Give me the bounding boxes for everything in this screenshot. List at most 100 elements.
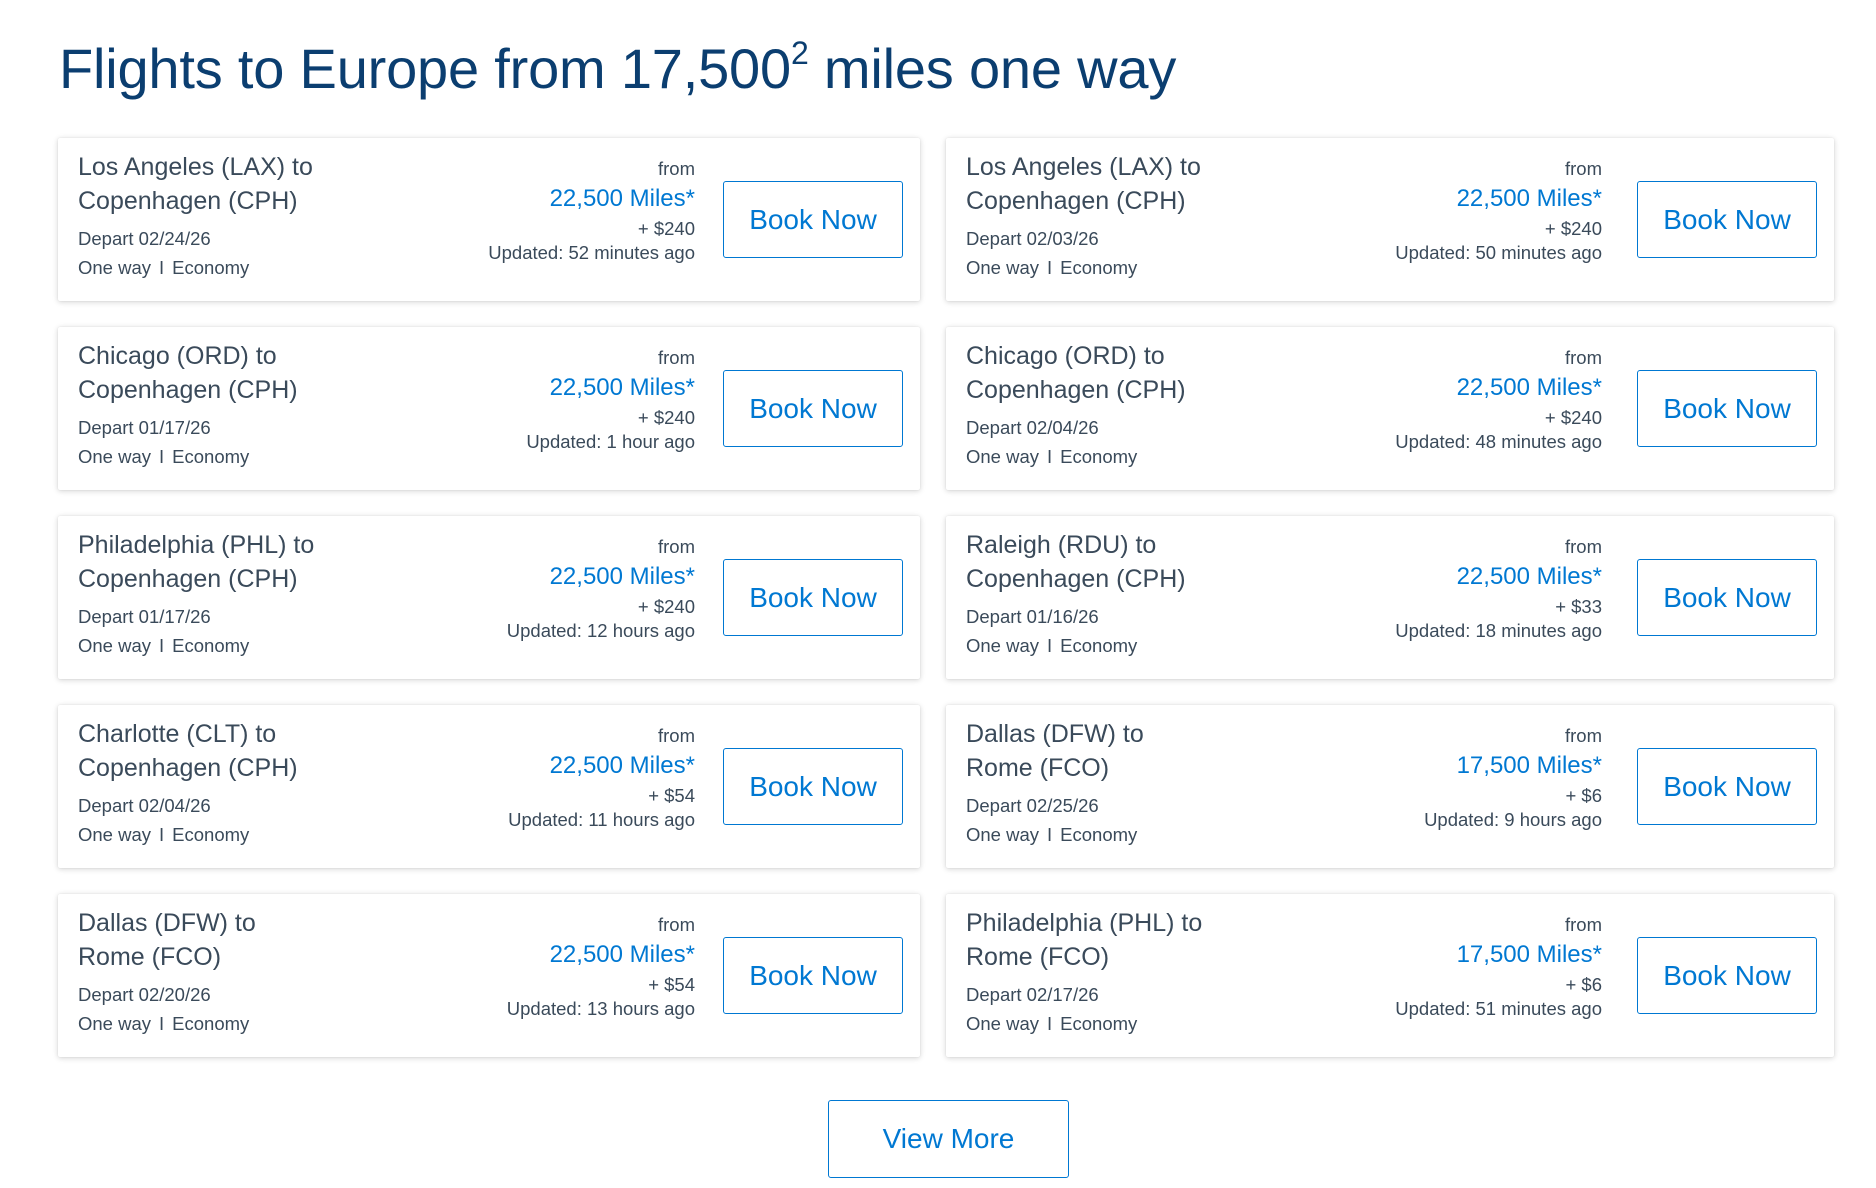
depart-date: Depart 02/04/26 — [78, 795, 211, 816]
depart-date: Depart 02/20/26 — [78, 984, 211, 1005]
depart-date: Depart 01/16/26 — [966, 606, 1099, 627]
trip-type: One way — [78, 635, 152, 656]
from-label: from — [1565, 725, 1602, 746]
updated-time: Updated: 1 hour ago — [526, 431, 695, 452]
cabin-class: Economy — [172, 824, 250, 845]
deal-card: Raleigh (RDU) to Copenhagen (CPH) Depart… — [946, 516, 1834, 679]
trip-type: One way — [78, 1013, 152, 1034]
trip-type: One way — [966, 635, 1040, 656]
depart-date: Depart 01/17/26 — [78, 417, 211, 438]
trip-separator: I — [1047, 824, 1053, 845]
miles-price: 22,500 Miles* — [1456, 185, 1602, 212]
updated-time: Updated: 9 hours ago — [1424, 809, 1602, 830]
updated-time: Updated: 12 hours ago — [506, 620, 695, 641]
route-destination: Copenhagen (CPH) — [966, 565, 1186, 593]
trip-details: One way I Economy — [966, 633, 1137, 659]
route-origin: Dallas (DFW) to — [78, 909, 256, 937]
route: Raleigh (RDU) to Copenhagen (CPH) — [966, 528, 1266, 596]
route-origin: Chicago (ORD) to — [78, 342, 277, 370]
miles-price: 17,500 Miles* — [1456, 752, 1602, 779]
view-more-button[interactable]: View More — [828, 1100, 1069, 1178]
book-now-button[interactable]: Book Now — [1637, 559, 1817, 636]
trip-details: One way I Economy — [78, 822, 249, 848]
miles-price: 22,500 Miles* — [549, 185, 695, 212]
price-block: from 22,500 Miles* + $33 Updated: 18 min… — [1395, 534, 1602, 644]
updated-time: Updated: 13 hours ago — [506, 998, 695, 1019]
price-block: from 22,500 Miles* + $240 Updated: 52 mi… — [488, 156, 695, 266]
book-now-button[interactable]: Book Now — [723, 937, 903, 1014]
trip-details: One way I Economy — [966, 444, 1137, 470]
from-label: from — [1565, 914, 1602, 935]
route: Philadelphia (PHL) to Rome (FCO) — [966, 906, 1266, 974]
updated-time: Updated: 48 minutes ago — [1395, 431, 1602, 452]
from-label: from — [1565, 158, 1602, 179]
route-origin: Los Angeles (LAX) to — [78, 153, 313, 181]
price-block: from 17,500 Miles* + $6 Updated: 9 hours… — [1424, 723, 1602, 833]
trip-type: One way — [966, 1013, 1040, 1034]
trip-separator: I — [159, 446, 165, 467]
route: Dallas (DFW) to Rome (FCO) — [966, 717, 1266, 785]
price-block: from 22,500 Miles* + $240 Updated: 1 hou… — [526, 345, 695, 455]
route: Los Angeles (LAX) to Copenhagen (CPH) — [966, 150, 1266, 218]
from-label: from — [658, 347, 695, 368]
route-origin: Los Angeles (LAX) to — [966, 153, 1201, 181]
book-now-button[interactable]: Book Now — [723, 559, 903, 636]
taxes-fees: + $240 — [1544, 218, 1602, 239]
trip-type: One way — [78, 824, 152, 845]
route-origin: Philadelphia (PHL) to — [78, 531, 315, 559]
trip-separator: I — [1047, 1013, 1053, 1034]
trip-details: One way I Economy — [966, 1011, 1137, 1037]
updated-time: Updated: 18 minutes ago — [1395, 620, 1602, 641]
trip-type: One way — [966, 446, 1040, 467]
price-block: from 22,500 Miles* + $240 Updated: 12 ho… — [507, 534, 695, 644]
route-destination: Copenhagen (CPH) — [78, 187, 298, 215]
route: Philadelphia (PHL) to Copenhagen (CPH) — [78, 528, 378, 596]
trip-separator: I — [1047, 257, 1053, 278]
cabin-class: Economy — [1060, 257, 1138, 278]
cabin-class: Economy — [172, 1013, 250, 1034]
deal-card: Dallas (DFW) to Rome (FCO) Depart 02/20/… — [58, 894, 920, 1057]
deal-card: Chicago (ORD) to Copenhagen (CPH) Depart… — [58, 327, 920, 490]
route: Chicago (ORD) to Copenhagen (CPH) — [78, 339, 378, 407]
trip-details: One way I Economy — [966, 822, 1137, 848]
taxes-fees: + $54 — [648, 974, 695, 995]
trip-details: One way I Economy — [78, 255, 249, 281]
book-now-button[interactable]: Book Now — [1637, 937, 1817, 1014]
route-destination: Copenhagen (CPH) — [78, 754, 298, 782]
price-block: from 22,500 Miles* + $54 Updated: 11 hou… — [508, 723, 695, 833]
book-now-button[interactable]: Book Now — [723, 181, 903, 258]
taxes-fees: + $240 — [637, 596, 695, 617]
cabin-class: Economy — [172, 257, 250, 278]
trip-type: One way — [966, 257, 1040, 278]
title-footnote-marker[interactable]: 2 — [790, 35, 809, 72]
book-now-button[interactable]: Book Now — [723, 370, 903, 447]
price-block: from 17,500 Miles* + $6 Updated: 51 minu… — [1395, 912, 1602, 1022]
trip-type: One way — [966, 824, 1040, 845]
page-title-text: Flights to Europe from 17,500 — [59, 37, 791, 100]
price-block: from 22,500 Miles* + $240 Updated: 48 mi… — [1395, 345, 1602, 455]
deal-card: Charlotte (CLT) to Copenhagen (CPH) Depa… — [58, 705, 920, 868]
trip-separator: I — [159, 635, 165, 656]
book-now-button[interactable]: Book Now — [1637, 370, 1817, 447]
miles-price: 22,500 Miles* — [1456, 563, 1602, 590]
trip-details: One way I Economy — [78, 444, 249, 470]
depart-date: Depart 02/24/26 — [78, 228, 211, 249]
price-block: from 22,500 Miles* + $240 Updated: 50 mi… — [1395, 156, 1602, 266]
from-label: from — [1565, 347, 1602, 368]
updated-time: Updated: 11 hours ago — [508, 809, 695, 830]
deals-grid: Los Angeles (LAX) to Copenhagen (CPH) De… — [58, 138, 1834, 1057]
book-now-button[interactable]: Book Now — [723, 748, 903, 825]
taxes-fees: + $33 — [1555, 596, 1602, 617]
book-now-button[interactable]: Book Now — [1637, 181, 1817, 258]
route: Charlotte (CLT) to Copenhagen (CPH) — [78, 717, 378, 785]
miles-price: 17,500 Miles* — [1456, 941, 1602, 968]
trip-separator: I — [1047, 635, 1053, 656]
route-destination: Copenhagen (CPH) — [966, 187, 1186, 215]
from-label: from — [1565, 536, 1602, 557]
taxes-fees: + $240 — [637, 218, 695, 239]
book-now-button[interactable]: Book Now — [1637, 748, 1817, 825]
taxes-fees: + $240 — [1544, 407, 1602, 428]
route-origin: Philadelphia (PHL) to — [966, 909, 1203, 937]
page-title: Flights to Europe from 17,5002 miles one… — [59, 30, 1176, 108]
route-origin: Dallas (DFW) to — [966, 720, 1144, 748]
